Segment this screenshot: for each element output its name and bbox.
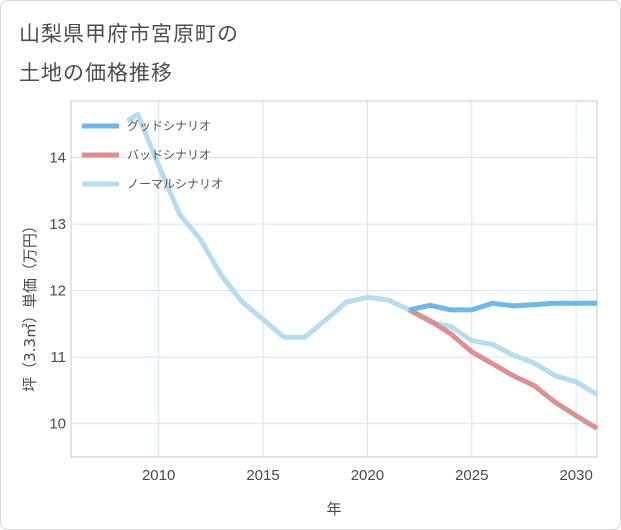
series-line-2 [126,111,599,397]
y-tick-11: 11 [50,349,66,366]
y-tick-labels: 10 11 12 13 14 [49,150,66,433]
x-tick-2015: 2015 [246,467,279,484]
x-tick-2010: 2010 [142,467,175,484]
series-line-0 [408,300,597,313]
y-tick-12: 12 [49,283,66,300]
x-tick-2025: 2025 [455,467,488,484]
y-tick-10: 10 [49,416,66,433]
chart-title-line1: 山梨県甲府市宮原町の [19,22,239,46]
x-tick-2030: 2030 [559,467,592,484]
series-line-1 [407,307,599,431]
legend-label-2: ノーマルシナリオ [127,177,223,191]
legend-label-1: バッドシナリオ [127,148,211,162]
y-tick-14: 14 [49,150,66,167]
legend-label-0: グッドシナリオ [127,119,211,133]
x-axis-title: 年 [326,500,341,518]
chart-title-line2: 土地の価格推移 [19,61,173,85]
x-tick-2020: 2020 [351,467,384,484]
x-tick-labels: 2010 2015 2020 2025 2030 [142,467,593,484]
y-axis-title: 坪（3.3㎡）単価（万円） [21,218,39,392]
y-tick-13: 13 [49,216,66,233]
series-lines [126,111,599,431]
grid-lines [71,101,597,457]
